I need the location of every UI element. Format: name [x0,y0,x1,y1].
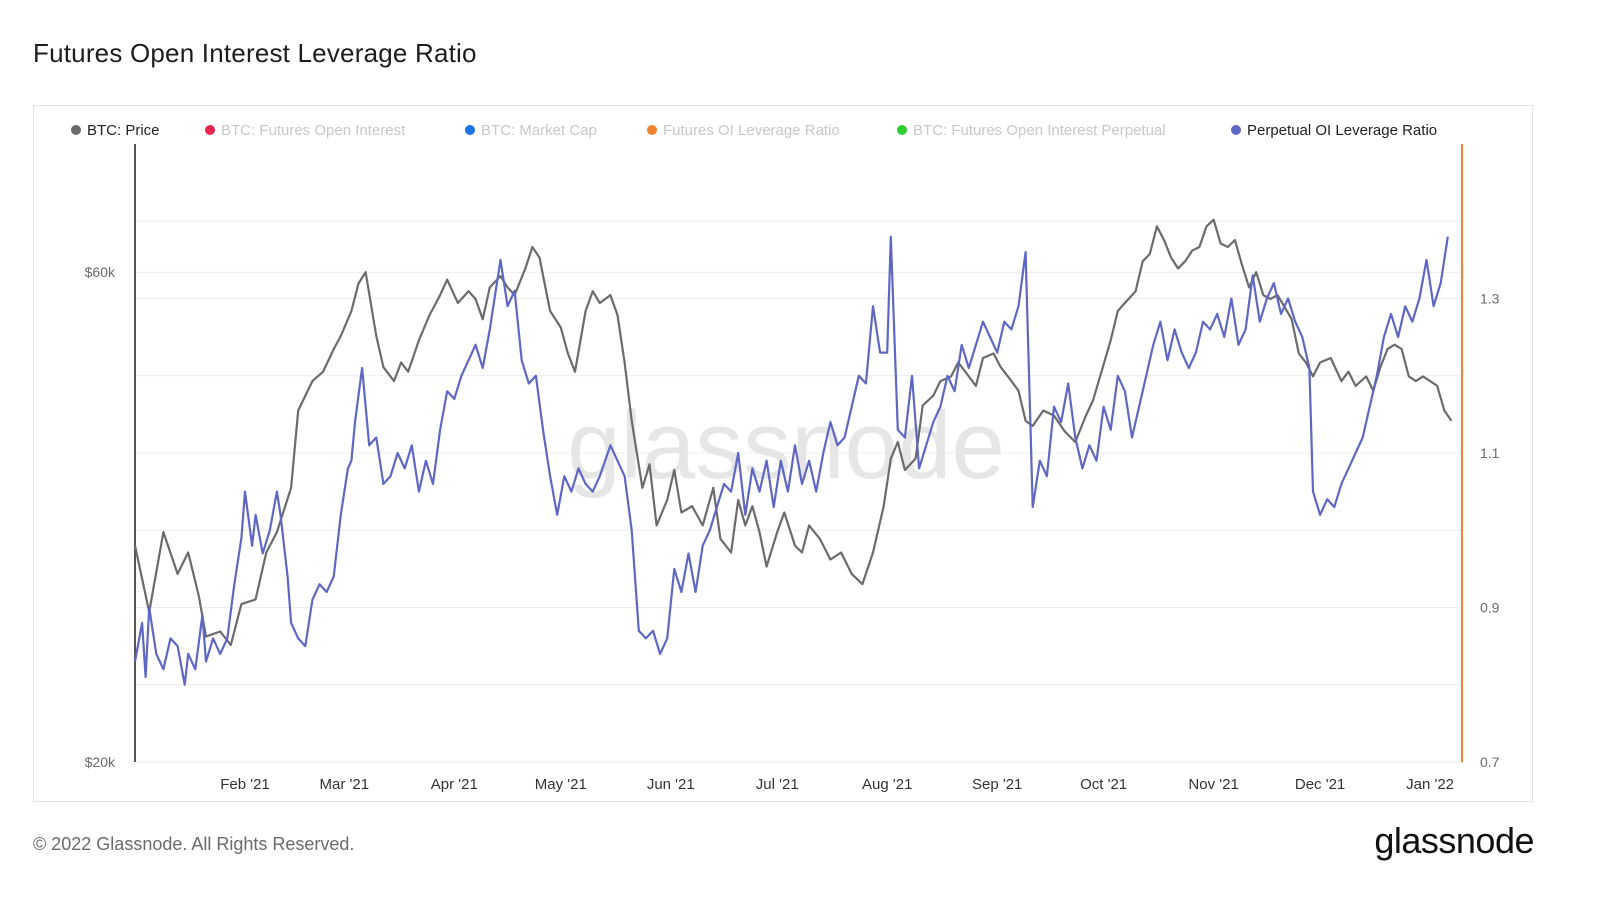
legend-dot [647,125,657,135]
x-tick-label: Dec '21 [1295,776,1345,793]
left-axis: $20k $60k [85,144,136,770]
chart-frame: BTC: Price BTC: Futures Open Interest BTC:… [33,105,1533,802]
legend-label: Futures OI Leverage Ratio [663,122,840,139]
legend-label: BTC: Price [87,122,160,139]
legend-dot [897,125,907,135]
series-line-perpetual-oi-leverage-ratio [133,235,1449,686]
legend-label: Perpetual OI Leverage Ratio [1247,122,1437,139]
x-tick-label: Jul '21 [756,776,799,793]
x-tick-label: May '21 [535,776,587,793]
right-tick-label: 0.7 [1480,754,1500,770]
chart-svg: BTC: Price BTC: Futures Open Interest BTC:… [71,122,1500,793]
glassnode-logo[interactable]: glassnode [1374,820,1534,861]
legend-dot [465,125,475,135]
right-axis: 0.7 0.9 1.1 1.3 [1461,144,1500,770]
legend-label: BTC: Futures Open Interest Perpetual [913,122,1166,139]
x-tick-label: Apr '21 [431,776,478,793]
left-tick-label: $60k [85,264,116,280]
x-tick-label: Jan '22 [1406,776,1454,793]
legend-dot [71,125,81,135]
right-tick-label: 1.3 [1480,291,1500,307]
legend-label: BTC: Futures Open Interest [221,122,406,139]
legend-item-futures-oi-leverage-ratio[interactable]: Futures OI Leverage Ratio [647,122,840,139]
x-tick-label: Sep '21 [972,776,1022,793]
right-tick-label: 1.1 [1480,445,1500,461]
page-title: Futures Open Interest Leverage Ratio [33,38,477,68]
x-tick-label: Nov '21 [1188,776,1238,793]
x-tick-label: Jun '21 [647,776,695,793]
legend-dot [1231,125,1241,135]
legend-dot [205,125,215,135]
copyright-text: © 2022 Glassnode. All Rights Reserved. [33,834,355,854]
gridlines [135,220,1462,763]
legend-item-btc-futures-open-interest[interactable]: BTC: Futures Open Interest [205,122,406,139]
x-tick-label: Aug '21 [862,776,912,793]
series-line-btc-price [133,218,1453,647]
legend: BTC: Price BTC: Futures Open Interest BTC:… [71,122,1437,139]
x-tick-label: Mar '21 [320,776,370,793]
x-axis: Feb '21 Mar '21 Apr '21 May '21 Jun '21 Jul '… [220,776,1454,793]
legend-item-btc-futures-open-interest-perpetual[interactable]: BTC: Futures Open Interest Perpetual [897,122,1166,139]
legend-item-btc-market-cap[interactable]: BTC: Market Cap [465,122,597,139]
right-tick-label: 0.9 [1480,600,1500,616]
legend-item-btc-price[interactable]: BTC: Price [71,122,160,139]
legend-label: BTC: Market Cap [481,122,597,139]
x-tick-label: Feb '21 [220,776,270,793]
left-tick-label: $20k [85,754,116,770]
series-group [133,218,1453,686]
x-tick-label: Oct '21 [1080,776,1127,793]
legend-item-perpetual-oi-leverage-ratio[interactable]: Perpetual OI Leverage Ratio [1231,122,1437,139]
